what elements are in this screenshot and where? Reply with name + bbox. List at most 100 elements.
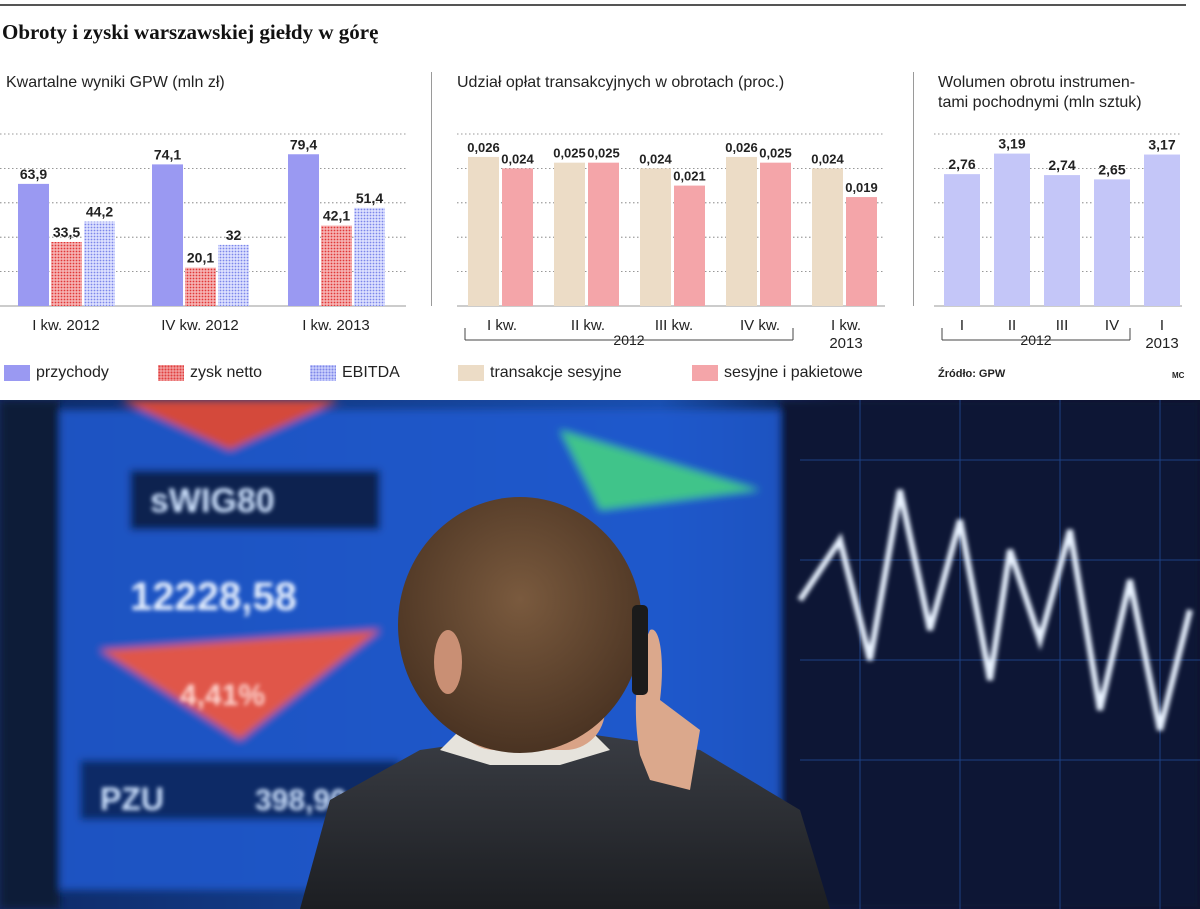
- legend-przychody: przychody: [4, 363, 109, 383]
- legend-swatch-transakcje-sesyjne: [458, 365, 484, 381]
- data-label: 0,024: [501, 151, 534, 166]
- trader-photo: sWIG80 12228,58 4,41% PZU 398,90: [0, 400, 1200, 909]
- x-tick-label: IV kw. 2012: [161, 317, 239, 334]
- bar: [288, 154, 319, 306]
- legend-label-przychody: przychody: [36, 364, 109, 381]
- infographic-title: Obroty i zyski warszawskiej giełdy w gór…: [2, 20, 379, 44]
- chart-quarterly-results: 63,9 33,5 44,2 I kw. 2012 74,1 20,1 32 IV kw. 2…: [0, 133, 406, 334]
- data-label: 2,74: [1048, 157, 1075, 173]
- bar: [1044, 175, 1080, 306]
- bar: [354, 207, 385, 306]
- bar: [218, 244, 249, 306]
- panel-divider-2: [913, 72, 914, 306]
- bar: [1144, 154, 1180, 306]
- data-label: 0,021: [673, 169, 706, 184]
- legend-label-sesyjne-pakietowe: sesyjne i pakietowe: [724, 364, 863, 381]
- panel-divider-1: [431, 72, 432, 306]
- data-label: 79,4: [290, 136, 317, 152]
- legend-swatch-zysk-netto: [158, 365, 184, 381]
- bar: [51, 241, 82, 306]
- year-group-label: 2012: [1020, 332, 1051, 348]
- x-tick-label: IV kw.: [740, 317, 780, 334]
- legend-sesyjne-pakietowe: sesyjne i pakietowe: [692, 363, 863, 383]
- bar: [152, 164, 183, 306]
- data-label: 33,5: [53, 224, 80, 240]
- data-label: 0,025: [759, 146, 792, 161]
- source-note: Źródło: GPW: [938, 368, 1006, 380]
- data-label: 74,1: [154, 146, 181, 162]
- legend-label-ebitda: EBITDA: [342, 364, 400, 381]
- legend-ebitda: EBITDA: [310, 363, 400, 383]
- top-rule: [0, 4, 1186, 6]
- legend-zysk-netto: zysk netto: [158, 363, 262, 383]
- bar: [468, 156, 499, 306]
- data-label: 0,026: [467, 140, 500, 155]
- x-tick-sublabel: 2013: [829, 335, 862, 352]
- bar: [846, 197, 877, 306]
- bar: [18, 183, 49, 306]
- data-label: 32: [226, 227, 242, 243]
- panel3-title-line2: tami pochodnymi (mln sztuk): [938, 94, 1142, 111]
- bar: [84, 221, 115, 306]
- x-tick-label: I kw. 2013: [302, 317, 370, 334]
- data-label: 3,19: [998, 136, 1025, 152]
- x-tick-label: I kw. 2012: [32, 317, 100, 334]
- x-tick-label: IV: [1105, 317, 1119, 334]
- bar: [760, 162, 791, 306]
- bar: [640, 168, 671, 306]
- x-tick-label: II kw.: [571, 317, 605, 334]
- bar: [726, 156, 757, 306]
- legend-swatch-sesyjne-pakietowe: [692, 365, 718, 381]
- data-label: 2,65: [1098, 161, 1125, 177]
- data-label: 0,026: [725, 140, 758, 155]
- data-label: 63,9: [20, 166, 47, 182]
- x-tick-label: III kw.: [655, 317, 693, 334]
- data-label: 0,019: [845, 180, 878, 195]
- x-tick-label: I kw.: [487, 317, 517, 334]
- data-label: 0,025: [587, 146, 620, 161]
- data-label: 20,1: [187, 250, 214, 266]
- panel3-title-line1: Wolumen obrotu instrumen-: [938, 74, 1136, 91]
- x-tick-sublabel: 2013: [1145, 335, 1178, 352]
- bar: [321, 225, 352, 306]
- legend-swatch-przychody: [4, 365, 30, 381]
- bar: [944, 174, 980, 306]
- bar: [812, 168, 843, 306]
- x-tick-label: I kw.: [831, 317, 861, 334]
- bar: [588, 162, 619, 306]
- bar: [185, 267, 216, 306]
- data-label: 0,024: [639, 151, 672, 166]
- photo-screen-text-ticker: PZU: [100, 781, 164, 817]
- data-label: 42,1: [323, 208, 350, 224]
- bar: [1094, 179, 1130, 306]
- x-tick-label: II: [1008, 317, 1016, 334]
- data-label: 3,17: [1148, 137, 1175, 153]
- bar: [554, 162, 585, 306]
- bar: [674, 185, 705, 306]
- x-tick-label: I: [1160, 317, 1164, 334]
- panel3-title: Wolumen obrotu instrumen- tami pochodnym…: [938, 73, 1142, 113]
- data-label: 51,4: [356, 190, 383, 206]
- legend-swatch-ebitda: [310, 365, 336, 381]
- panel1-title: Kwartalne wyniki GPW (mln zł): [6, 74, 225, 91]
- photo-screen-text-value: 12228,58: [130, 575, 297, 619]
- legend-transakcje-sesyjne: transakcje sesyjne: [458, 363, 622, 383]
- year-group-label: 2012: [613, 332, 644, 348]
- infographic: Obroty i zyski warszawskiej giełdy w gór…: [0, 0, 1200, 400]
- data-label: 2,76: [948, 156, 975, 172]
- x-tick-label: I: [960, 317, 964, 334]
- bar: [994, 153, 1030, 306]
- trader-photo-illustration: sWIG80 12228,58 4,41% PZU 398,90: [0, 400, 1200, 909]
- data-label: 44,2: [86, 204, 113, 220]
- x-tick-label: III: [1056, 317, 1069, 334]
- data-label: 0,024: [811, 151, 844, 166]
- data-label: 0,025: [553, 146, 586, 161]
- photo-screen-text-change: 4,41%: [180, 679, 265, 712]
- bar: [502, 168, 533, 306]
- legend-label-transakcje-sesyjne: transakcje sesyjne: [490, 364, 622, 381]
- photo-screen-text-index: sWIG80: [150, 482, 275, 520]
- author-credit: MC: [1172, 371, 1185, 380]
- panel2-title: Udział opłat transakcyjnych w obrotach (…: [457, 74, 785, 91]
